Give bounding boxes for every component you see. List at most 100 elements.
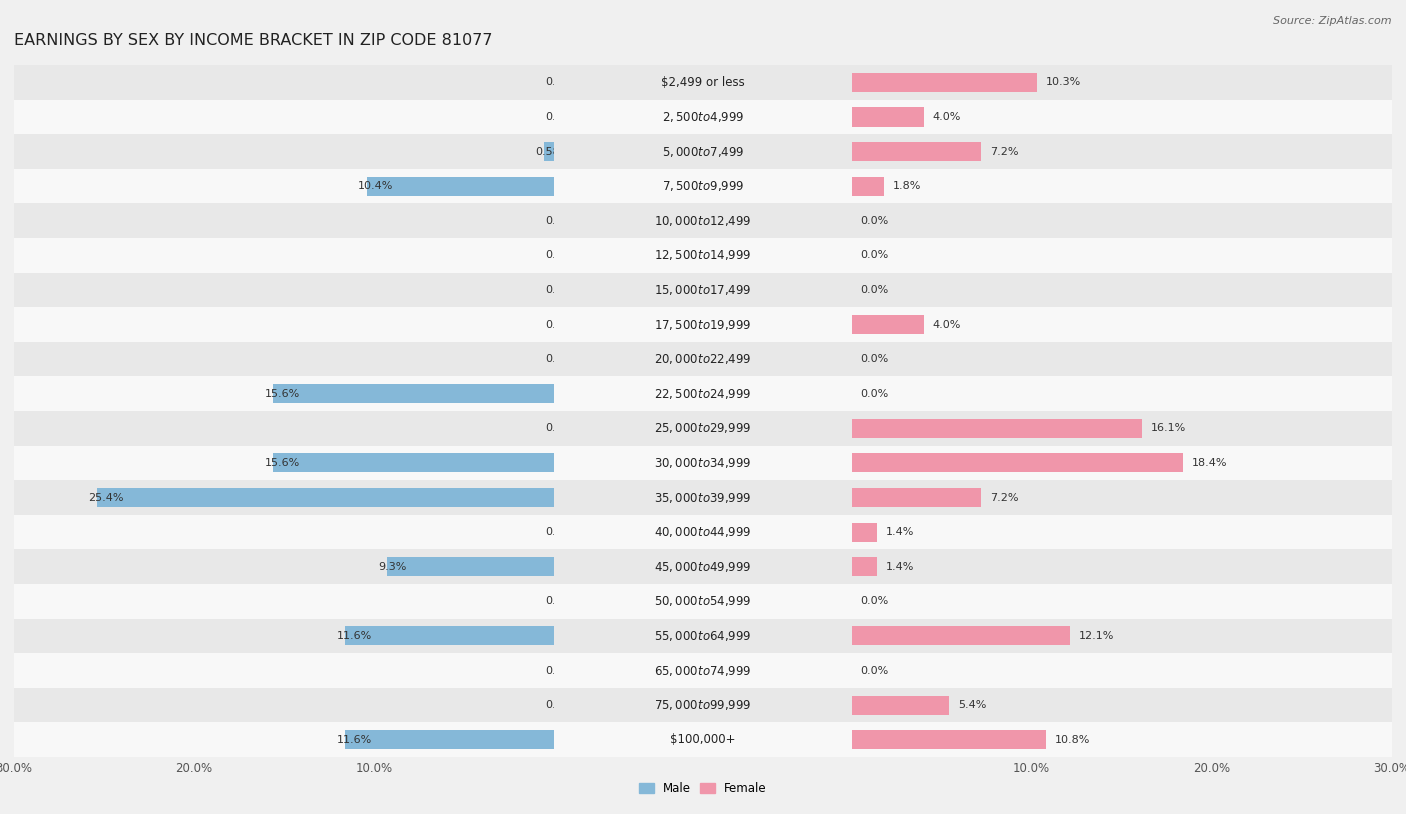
Text: 0.0%: 0.0% [546, 597, 574, 606]
Text: 0.0%: 0.0% [546, 527, 574, 537]
Bar [346, 627, 554, 646]
Text: $10,000 to $12,499: $10,000 to $12,499 [654, 214, 752, 228]
Text: 4.0%: 4.0% [932, 112, 962, 122]
Bar [0, 65, 1406, 99]
Text: 0.0%: 0.0% [860, 216, 889, 225]
Text: 10.3%: 10.3% [1046, 77, 1081, 87]
Bar [0, 411, 1406, 446]
Bar [387, 558, 554, 576]
Bar [0, 514, 1406, 549]
Bar [0, 169, 1406, 204]
Bar [544, 142, 554, 161]
Bar [0, 204, 1406, 238]
Text: 18.4%: 18.4% [1192, 458, 1227, 468]
Bar [0, 134, 1406, 169]
Bar [0, 514, 1406, 549]
Bar [0, 99, 1406, 134]
Text: 7.2%: 7.2% [990, 492, 1019, 502]
Text: 0.0%: 0.0% [546, 354, 574, 364]
Bar [0, 584, 1406, 619]
Bar [852, 696, 949, 715]
Bar [273, 384, 554, 403]
Bar [0, 584, 1406, 619]
Text: 0.0%: 0.0% [546, 112, 574, 122]
Bar [0, 723, 1406, 757]
Bar [0, 549, 1406, 584]
Text: 0.0%: 0.0% [546, 320, 574, 330]
Bar [0, 480, 1406, 515]
Bar [0, 688, 1406, 723]
Bar [852, 627, 1070, 646]
Text: 12.1%: 12.1% [1078, 631, 1114, 641]
Text: $17,500 to $19,999: $17,500 to $19,999 [654, 317, 752, 331]
Text: $35,000 to $39,999: $35,000 to $39,999 [654, 491, 752, 505]
Bar [0, 584, 1406, 619]
Text: 0.0%: 0.0% [546, 700, 574, 710]
Bar [273, 453, 554, 472]
Bar [0, 446, 1406, 480]
Text: $40,000 to $44,999: $40,000 to $44,999 [654, 525, 752, 539]
Bar [852, 488, 981, 507]
Text: 15.6%: 15.6% [264, 389, 299, 399]
Text: $75,000 to $99,999: $75,000 to $99,999 [654, 698, 752, 712]
Text: $2,499 or less: $2,499 or less [661, 76, 745, 89]
Bar [0, 238, 1406, 273]
Bar [0, 307, 1406, 342]
Bar [0, 446, 1406, 480]
Text: 5.4%: 5.4% [957, 700, 986, 710]
Bar [346, 730, 554, 749]
Bar [852, 730, 1046, 749]
Bar [0, 653, 1406, 688]
Bar [852, 315, 924, 334]
Text: 10.4%: 10.4% [359, 182, 394, 191]
Bar [367, 177, 554, 195]
Bar [0, 342, 1406, 376]
Bar [0, 273, 1406, 307]
Text: $30,000 to $34,999: $30,000 to $34,999 [654, 456, 752, 470]
Text: $100,000+: $100,000+ [671, 733, 735, 746]
Text: $45,000 to $49,999: $45,000 to $49,999 [654, 560, 752, 574]
Bar [0, 238, 1406, 273]
Text: 0.0%: 0.0% [546, 216, 574, 225]
Bar [0, 619, 1406, 653]
Text: 1.4%: 1.4% [886, 527, 914, 537]
Text: 0.0%: 0.0% [546, 666, 574, 676]
Bar [0, 342, 1406, 376]
Text: 9.3%: 9.3% [378, 562, 406, 571]
Bar [852, 177, 884, 195]
Bar [0, 169, 1406, 204]
Bar [0, 549, 1406, 584]
Bar [0, 169, 1406, 204]
Bar [852, 142, 981, 161]
Bar [852, 73, 1038, 92]
Text: 7.2%: 7.2% [990, 147, 1019, 156]
Bar [0, 411, 1406, 446]
Text: 16.1%: 16.1% [1150, 423, 1185, 433]
Text: 0.0%: 0.0% [546, 77, 574, 87]
Text: 1.4%: 1.4% [886, 562, 914, 571]
Bar [0, 688, 1406, 723]
Bar [0, 480, 1406, 515]
Bar [0, 273, 1406, 307]
Bar [852, 453, 1182, 472]
Bar [0, 307, 1406, 342]
Text: 0.0%: 0.0% [546, 285, 574, 295]
Text: 0.0%: 0.0% [546, 251, 574, 260]
Text: 0.0%: 0.0% [546, 423, 574, 433]
Text: 15.6%: 15.6% [264, 458, 299, 468]
Text: 0.0%: 0.0% [860, 285, 889, 295]
Text: $22,500 to $24,999: $22,500 to $24,999 [654, 387, 752, 400]
Bar [0, 376, 1406, 411]
Legend: Male, Female: Male, Female [634, 777, 772, 800]
Bar [0, 688, 1406, 723]
Text: 0.0%: 0.0% [860, 666, 889, 676]
Bar [0, 273, 1406, 307]
Bar [0, 204, 1406, 238]
Bar [852, 107, 924, 126]
Text: $15,000 to $17,499: $15,000 to $17,499 [654, 283, 752, 297]
Text: 0.0%: 0.0% [860, 251, 889, 260]
Bar [0, 376, 1406, 411]
Bar [0, 653, 1406, 688]
Bar [0, 99, 1406, 134]
Text: 11.6%: 11.6% [336, 735, 371, 745]
